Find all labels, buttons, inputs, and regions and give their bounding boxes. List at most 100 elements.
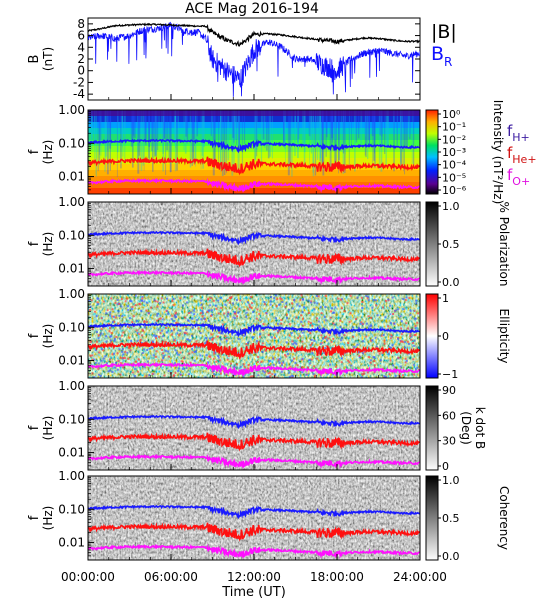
ytick-label: 0.10	[58, 412, 85, 426]
ytick-label: 0.10	[58, 502, 85, 516]
colorbar-label: % Polarization	[497, 202, 511, 287]
xtick-label: 24:00:00	[393, 570, 447, 584]
colorbar-label: Ellipticity	[497, 309, 511, 364]
ytick-label: 0.10	[58, 320, 85, 334]
colorbar-tick-label: 0.5	[442, 512, 460, 525]
panel-ylabel: f	[27, 149, 42, 154]
ytick-label: 1.00	[58, 195, 85, 209]
colorbar-label: Coherency	[497, 486, 511, 550]
panel-ellipticity: 1.00 0.10 0.01 f (Hz) 1 0 −1 Ellipticity	[27, 287, 511, 381]
legend-f-o: fO+	[507, 166, 530, 188]
xtick-label: 12:00:00	[227, 570, 281, 584]
frequency-legend: fH+ fHe+ fO+	[507, 122, 537, 188]
ytick-label: 0.01	[58, 446, 85, 460]
colorbar-label: Intensity (nT²/Hz)	[491, 100, 505, 205]
panel-yunit: (Hz)	[41, 506, 55, 531]
series-f-h-line	[88, 504, 420, 520]
legend-f-he: fHe+	[507, 144, 537, 166]
xtick-label: 18:00:00	[310, 570, 364, 584]
colorbar-tick-label: 10⁻⁶	[442, 184, 467, 197]
panel-yunit: (Hz)	[41, 416, 55, 441]
ytick-label: 1.00	[58, 103, 85, 117]
colorbar-tick-label: 0.0	[442, 276, 460, 289]
panel-yunit: (Hz)	[41, 140, 55, 165]
ytick-label: 8	[77, 17, 85, 31]
colorbar	[425, 201, 439, 287]
legend-b-total: |B|	[431, 21, 457, 43]
series-f-he-line	[88, 156, 420, 176]
ytick-label: 0.01	[58, 262, 85, 276]
ytick-label: 4	[77, 40, 85, 54]
colorbar	[425, 385, 439, 471]
series-b-total-line	[88, 22, 420, 48]
panel-ylabel: f	[27, 515, 42, 520]
colorbar-tick-label: 0	[442, 460, 449, 473]
panel-ylabel: f	[27, 241, 42, 246]
series-f-o-line	[88, 177, 420, 194]
ytick-label: -4	[73, 87, 85, 101]
colorbar-tick-label: 10⁻²	[442, 133, 466, 146]
colorbar-tick-label: 10⁻⁴	[442, 159, 467, 172]
panel-coherency: 1.00 0.10 0.01 f (Hz) 1.0 0.5 0.0 Coherency	[27, 469, 511, 563]
series-f-o-line	[88, 361, 420, 378]
chart-title: ACE Mag 2016-194	[185, 1, 319, 17]
x-axis-label: Time (UT)	[221, 585, 286, 600]
colorbar-tick-label: 90	[442, 384, 456, 397]
colorbar-tick-label: 1	[442, 292, 449, 305]
series-f-he-line	[88, 432, 420, 452]
panel-ylabel: f	[27, 425, 42, 430]
panel-polarization: 1.00 0.10 0.01 f (Hz) 1.0 0.5 0.0 % Polarization	[27, 195, 511, 289]
colorbar-tick-label: 1.0	[442, 474, 460, 487]
colorbar-tick-label: 0	[442, 330, 449, 343]
legend-f-h: fH+	[507, 122, 530, 144]
colorbar-tick-label: 1.0	[442, 200, 460, 213]
ytick-label: 2	[77, 52, 85, 66]
colorbar-tick-label: 0.0	[442, 550, 460, 563]
colorbar-tick-label: 10⁻³	[442, 146, 466, 159]
series-f-he-line	[88, 340, 420, 360]
colorbar	[425, 293, 439, 379]
series-b-r-line	[88, 21, 420, 97]
series-f-o-line	[88, 269, 420, 286]
panel-yunit: (Hz)	[41, 232, 55, 257]
ytick-label: 1.00	[58, 379, 85, 393]
colorbar-tick-label: 30	[442, 435, 456, 448]
ytick-label: 1.00	[58, 469, 85, 483]
series-f-h-line	[88, 414, 420, 430]
colorbar-tick-label: 10⁰	[442, 108, 461, 121]
panel-magnetic-field-ylabel: B	[27, 55, 42, 64]
xtick-label: 06:00:00	[144, 570, 198, 584]
colorbar	[425, 109, 439, 195]
panel-intensity: 1.00 0.10 0.01 f (Hz) 10⁰10⁻¹10⁻²10⁻³10⁻⁴10⁻⁵…	[27, 100, 505, 205]
panel-magnetic-field-yunit: (nT)	[41, 47, 55, 71]
series-f-he-line	[88, 522, 420, 542]
series-f-h-line	[88, 138, 420, 154]
panel-ylabel: f	[27, 333, 42, 338]
ytick-label: 0.10	[58, 136, 85, 150]
legend-b-r: BR	[431, 43, 452, 69]
colorbar-tick-label: −1	[442, 368, 458, 381]
ytick-label: 0	[77, 64, 85, 78]
colorbar-tick-label: 10⁻¹	[442, 121, 466, 134]
series-f-o-line	[88, 453, 420, 470]
series-f-h-line	[88, 230, 420, 246]
panel-yunit: (Hz)	[41, 324, 55, 349]
ytick-label: 6	[77, 29, 85, 43]
ytick-label: 1.00	[58, 287, 85, 301]
ytick-label: 0.01	[58, 536, 85, 550]
colorbar-tick-label: 60	[442, 409, 456, 422]
series-f-h-line	[88, 322, 420, 338]
xtick-label: 00:00:00	[61, 570, 115, 584]
panel-k-dot-b: 1.00 0.10 0.01 f (Hz) 90 60 30 0 k dot B(Deg)	[27, 379, 487, 473]
colorbar-tick-label: 0.5	[442, 238, 460, 251]
ytick-label: 0.01	[58, 354, 85, 368]
colorbar-tick-label: 10⁻⁵	[442, 171, 466, 184]
colorbar-label: k dot B	[473, 407, 487, 449]
ytick-label: 0.01	[58, 170, 85, 184]
ytick-label: -2	[73, 75, 85, 89]
series-f-he-line	[88, 248, 420, 268]
series-f-o-line	[88, 543, 420, 560]
ytick-label: 0.10	[58, 228, 85, 242]
